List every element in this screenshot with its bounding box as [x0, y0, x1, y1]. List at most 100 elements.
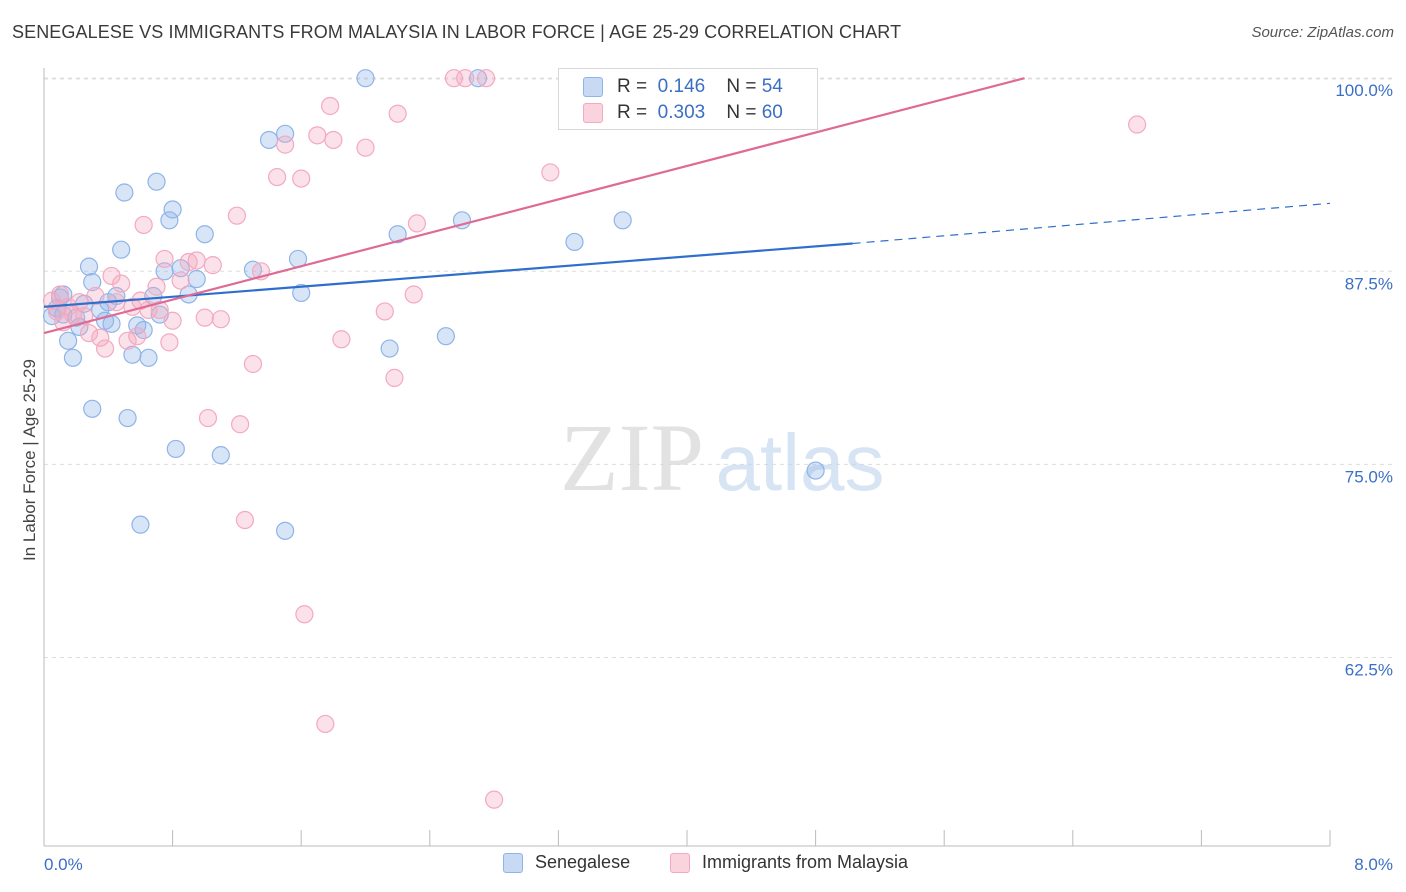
point-senegalese: [166, 439, 185, 459]
series-legend: Senegalese Immigrants from Malaysia: [0, 852, 1406, 878]
point-malaysia: [295, 605, 314, 624]
r-value: 0.146: [657, 76, 706, 97]
point-malaysia: [155, 249, 174, 269]
point-senegalese: [292, 283, 311, 303]
point-senegalese: [259, 130, 279, 150]
point-malaysia: [485, 790, 504, 809]
stats-legend: R = 0.146 N = 54 R = 0.303 N = 60: [558, 68, 818, 130]
point-senegalese: [83, 399, 102, 418]
point-malaysia: [160, 333, 179, 352]
axes: [43, 68, 1331, 847]
legend-swatch-malaysia: [670, 852, 690, 873]
point-malaysia: [235, 510, 255, 530]
point-senegalese: [59, 331, 78, 350]
point-senegalese: [112, 240, 131, 259]
point-malaysia: [476, 69, 496, 88]
trend-senegalese-extension: [852, 202, 1331, 245]
point-malaysia: [211, 310, 230, 329]
point-malaysia: [118, 331, 137, 350]
point-senegalese: [565, 232, 584, 252]
point-malaysia: [276, 135, 295, 154]
trend-lines: [43, 77, 1331, 335]
point-senegalese: [131, 515, 150, 534]
point-malaysia: [198, 408, 218, 428]
point-malaysia: [385, 368, 404, 387]
y-tick-label: 87.5%: [1345, 274, 1393, 293]
swatch-malaysia: [583, 103, 603, 123]
point-malaysia: [1127, 115, 1147, 134]
point-malaysia: [541, 163, 560, 182]
trend-senegalese: [43, 242, 853, 308]
point-senegalese: [436, 327, 455, 346]
point-senegalese: [83, 273, 102, 292]
point-malaysia: [163, 311, 182, 330]
point-senegalese: [187, 269, 206, 289]
point-malaysia: [324, 130, 343, 150]
point-senegalese: [380, 339, 399, 358]
point-malaysia: [407, 214, 427, 233]
point-senegalese: [139, 348, 158, 367]
point-senegalese: [118, 408, 137, 428]
legend-label-malaysia: Immigrants from Malaysia: [702, 852, 909, 872]
n-value: 54: [761, 76, 783, 97]
y-tick-label: 62.5%: [1345, 661, 1393, 680]
point-malaysia: [404, 285, 423, 304]
point-malaysia: [375, 302, 394, 321]
stats-row-malaysia: R = 0.303 N = 60: [583, 101, 783, 125]
point-malaysia: [150, 300, 169, 320]
r-value: 0.303: [657, 102, 706, 123]
x-tick-label: 8.0%: [1354, 855, 1393, 874]
point-malaysia: [171, 271, 190, 290]
point-senegalese: [160, 211, 179, 230]
legend-label-senegalese: Senegalese: [535, 852, 631, 872]
point-malaysia: [112, 274, 131, 293]
stats-row-senegalese: R = 0.146 N = 54: [583, 75, 783, 99]
source-credit: Source: ZipAtlas.com: [1251, 24, 1394, 41]
point-senegalese: [356, 69, 375, 88]
watermark-zip: ZIP: [560, 404, 704, 511]
r-label: R =: [617, 102, 648, 123]
point-malaysia: [243, 354, 263, 374]
point-malaysia: [332, 330, 351, 349]
n-label: N =: [726, 102, 757, 123]
point-malaysia: [356, 138, 375, 157]
y-tick-label: 100.0%: [1335, 81, 1393, 100]
point-senegalese: [147, 172, 166, 191]
point-malaysia: [316, 714, 335, 734]
x-tick-label: 0.0%: [44, 855, 83, 874]
point-senegalese: [276, 124, 295, 143]
point-malaysia: [134, 215, 153, 235]
point-senegalese: [195, 225, 214, 244]
point-malaysia: [187, 251, 206, 270]
point-malaysia: [75, 306, 94, 326]
point-malaysia: [227, 206, 246, 225]
legend-item-malaysia[interactable]: Immigrants from Malaysia: [670, 852, 908, 873]
n-value: 60: [761, 102, 783, 123]
point-malaysia: [308, 126, 327, 145]
point-malaysia: [91, 328, 110, 347]
point-malaysia: [231, 415, 250, 434]
point-malaysia: [86, 286, 105, 306]
r-label: R =: [617, 76, 648, 97]
swatch-senegalese: [583, 77, 603, 97]
point-malaysia: [79, 323, 99, 343]
point-malaysia: [267, 167, 287, 187]
point-malaysia: [70, 293, 89, 312]
point-malaysia: [128, 327, 147, 346]
point-malaysia: [102, 266, 121, 286]
point-malaysia: [456, 69, 475, 88]
point-senegalese: [115, 183, 134, 202]
legend-item-senegalese[interactable]: Senegalese: [503, 852, 630, 873]
y-axis-label: In Labor Force | Age 25-29: [20, 359, 39, 561]
y-tick-label: 75.0%: [1345, 467, 1393, 486]
tick-labels: 62.5% 75.0% 87.5% 100.0% 0.0% 8.0%: [44, 81, 1393, 874]
point-malaysia: [321, 96, 340, 116]
point-senegalese: [211, 446, 230, 465]
n-label: N =: [726, 76, 757, 97]
point-malaysia: [195, 308, 214, 327]
point-malaysia: [292, 169, 311, 188]
watermark-atlas: atlas: [716, 418, 885, 507]
point-senegalese: [63, 348, 83, 367]
legend-swatch-senegalese: [503, 852, 523, 873]
